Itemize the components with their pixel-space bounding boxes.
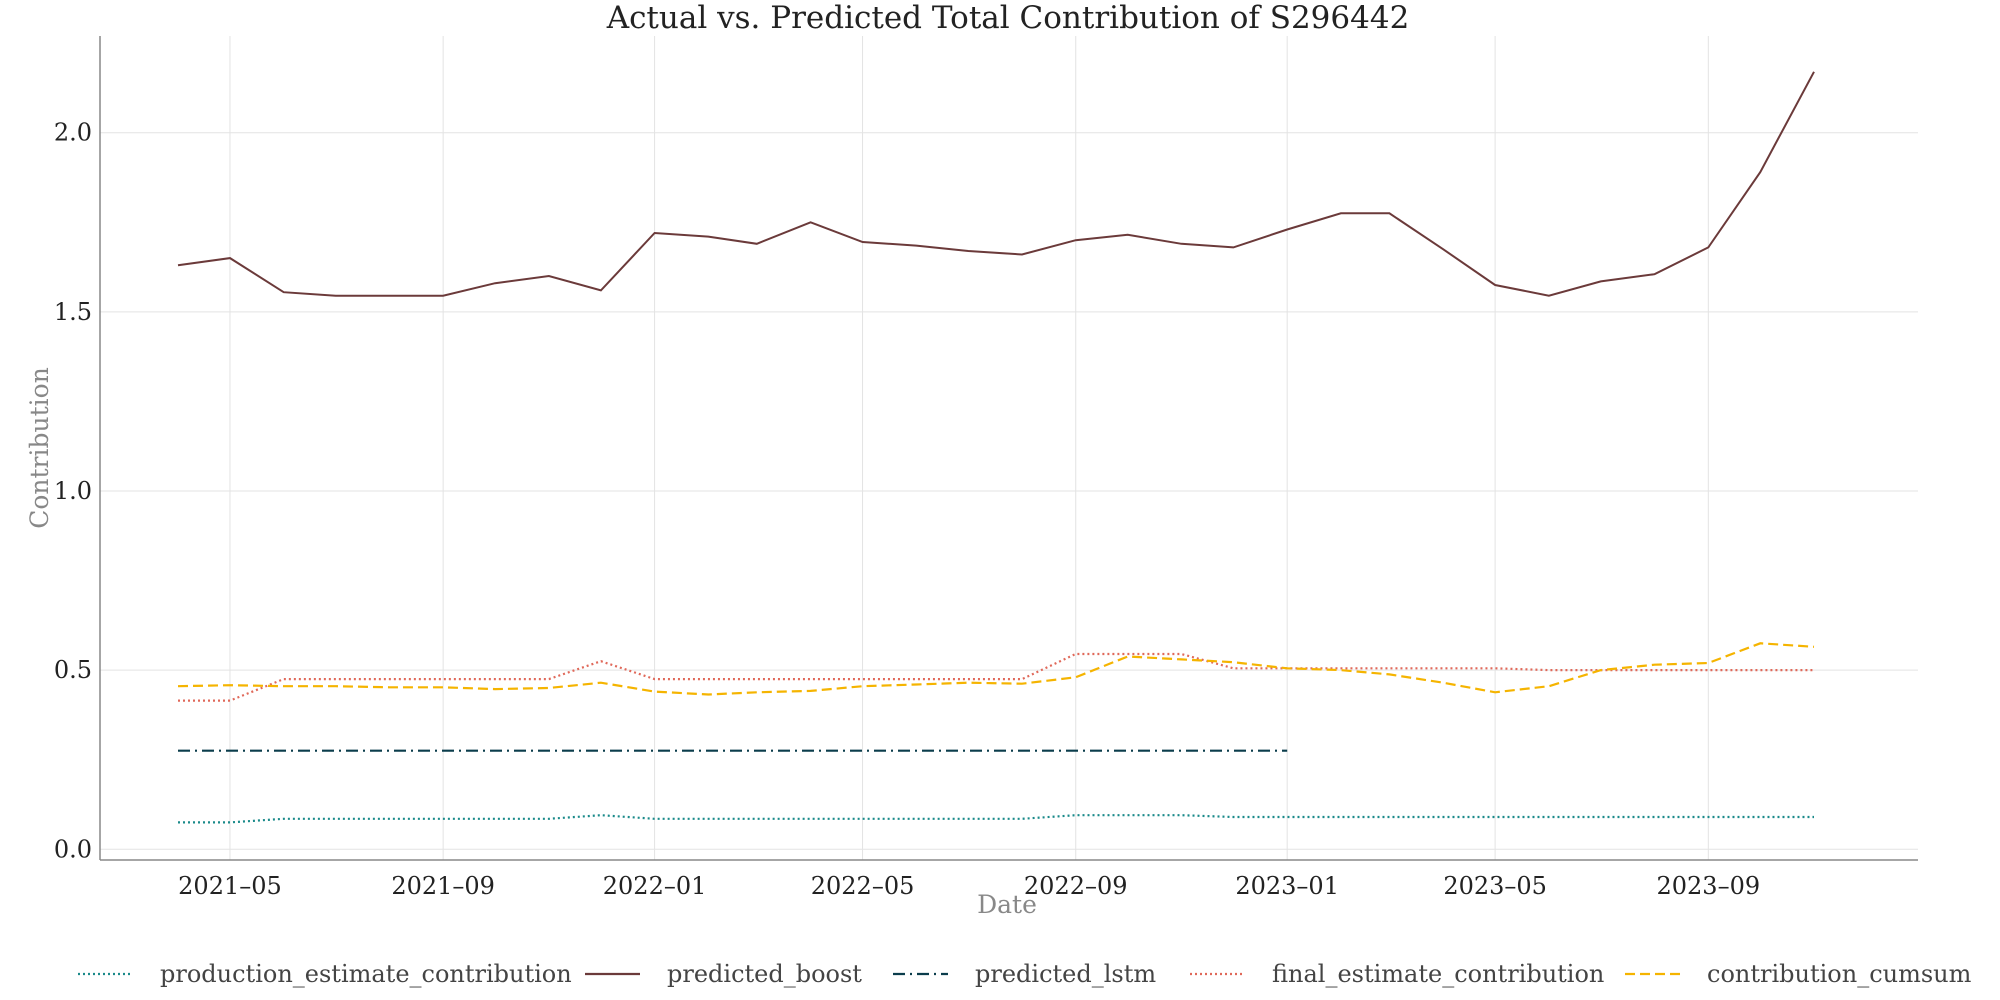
y-tick-label: 0.0	[54, 835, 92, 863]
grid	[100, 36, 1918, 860]
chart-title: Actual vs. Predicted Total Contribution …	[606, 0, 1410, 36]
x-axis-label: Date	[977, 890, 1037, 919]
legend-label: contribution_cumsum	[1707, 960, 1972, 988]
legend-label: production_estimate_contribution	[160, 960, 572, 988]
x-tick-label: 2023–01	[1235, 872, 1339, 900]
series-layer	[177, 71, 1815, 824]
y-tick-label: 1.0	[54, 477, 92, 505]
x-tick-label: 2022–09	[1024, 872, 1128, 900]
legend-label: predicted_boost	[667, 960, 862, 988]
y-ticks: 0.0 0.5 1.0 1.5 2.0	[54, 119, 92, 864]
legend-label: predicted_lstm	[975, 960, 1156, 988]
legend-label: final_estimate_contribution	[1272, 960, 1604, 988]
x-tick-label: 2022–01	[603, 872, 707, 900]
x-tick-label: 2021–09	[391, 872, 495, 900]
series-line-final-estimate-contribution	[178, 652, 1814, 702]
x-tick-label: 2021–05	[178, 872, 282, 900]
y-axis-label: Contribution	[25, 367, 54, 529]
x-tick-label: 2022–05	[811, 872, 915, 900]
y-tick-label: 0.5	[54, 656, 92, 684]
series-line-production-estimate-contribution	[178, 814, 1814, 824]
series-line-contribution-cumsum	[177, 642, 1815, 696]
legend: production_estimate_contribution predicte…	[78, 960, 1972, 988]
x-tick-label: 2023–05	[1443, 872, 1547, 900]
y-tick-label: 1.5	[54, 298, 92, 326]
series-line-predicted-boost	[177, 71, 1815, 297]
x-ticks: 2021–05 2021–09 2022–01 2022–05 2022–09 2023–…	[178, 872, 1760, 900]
x-tick-label: 2023–09	[1656, 872, 1760, 900]
y-tick-label: 2.0	[54, 119, 92, 147]
